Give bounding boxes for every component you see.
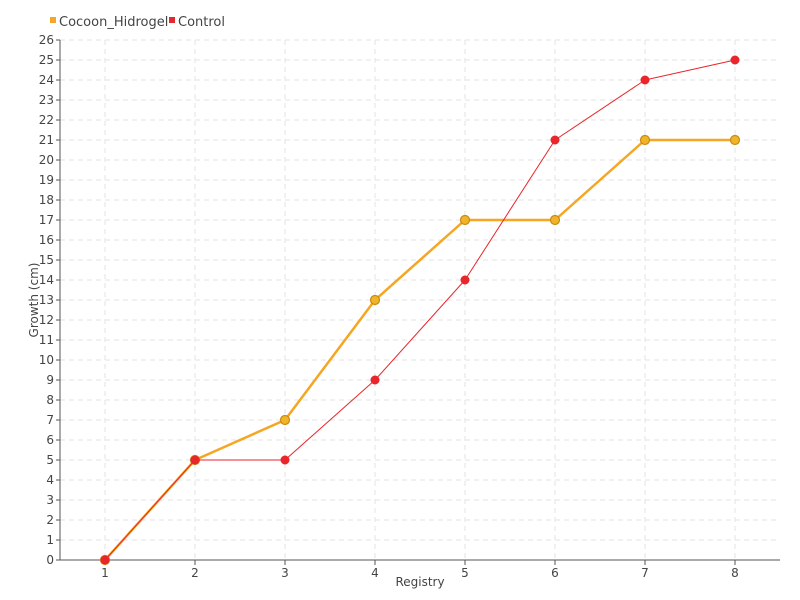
grid-lines [60,39,780,560]
y-tick-label: 9 [46,373,54,387]
x-tick-label: 1 [101,566,109,580]
x-tick-label: 8 [731,566,739,580]
x-tick-label: 3 [281,566,289,580]
y-tick-label: 15 [39,253,54,267]
data-point [369,294,381,306]
x-tick-label: 2 [191,566,199,580]
x-axis-label: Registry [395,575,444,589]
y-tick-label: 8 [46,393,54,407]
data-point [190,455,200,465]
y-tick-label: 10 [39,353,54,367]
y-tick-label: 0 [46,553,54,567]
legend-swatch-cocoon [50,17,56,23]
series-control [100,55,740,565]
y-tick-label: 7 [46,413,54,427]
x-tick-label: 5 [461,566,469,580]
data-point [639,134,651,146]
y-tick-label: 19 [39,173,54,187]
legend-label-cocoon: Cocoon_Hidrogel [59,15,168,30]
data-point [279,414,291,426]
y-axis-label: Growth (cm) [27,263,41,338]
data-point [550,135,560,145]
y-tick-label: 21 [39,133,54,147]
y-tick-label: 26 [39,33,54,47]
data-point [100,555,110,565]
y-tick-label: 14 [39,273,54,287]
y-tick-label: 23 [39,93,54,107]
x-tick-label: 6 [551,566,559,580]
series-line [104,138,735,561]
data-point [729,134,741,146]
tick-labels: 0123456789101112131415161718192021222324… [39,33,739,580]
legend: Cocoon_Hidrogel Control [50,15,225,30]
series-line [104,59,736,561]
y-tick-label: 17 [39,213,54,227]
data-point [730,55,740,65]
y-tick-label: 18 [39,193,54,207]
x-tick-label: 7 [641,566,649,580]
data-point [640,75,650,85]
y-tick-label: 22 [39,113,54,127]
y-tick-label: 12 [39,313,54,327]
y-tick-label: 2 [46,513,54,527]
y-tick-label: 20 [39,153,54,167]
y-tick-label: 24 [39,73,54,87]
series [99,55,741,566]
axes [56,39,780,565]
y-tick-label: 3 [46,493,54,507]
y-tick-label: 11 [39,333,54,347]
data-point [460,275,470,285]
y-tick-label: 13 [39,293,54,307]
y-tick-label: 4 [46,473,54,487]
data-point [280,455,290,465]
y-tick-label: 16 [39,233,54,247]
y-tick-label: 6 [46,433,54,447]
y-tick-label: 25 [39,53,54,67]
legend-label-control: Control [178,15,225,30]
y-tick-label: 5 [46,453,54,467]
data-point [370,375,380,385]
legend-swatch-control [169,17,175,23]
data-point [459,214,471,226]
x-tick-label: 4 [371,566,379,580]
data-point [549,214,561,226]
y-tick-label: 1 [46,533,54,547]
